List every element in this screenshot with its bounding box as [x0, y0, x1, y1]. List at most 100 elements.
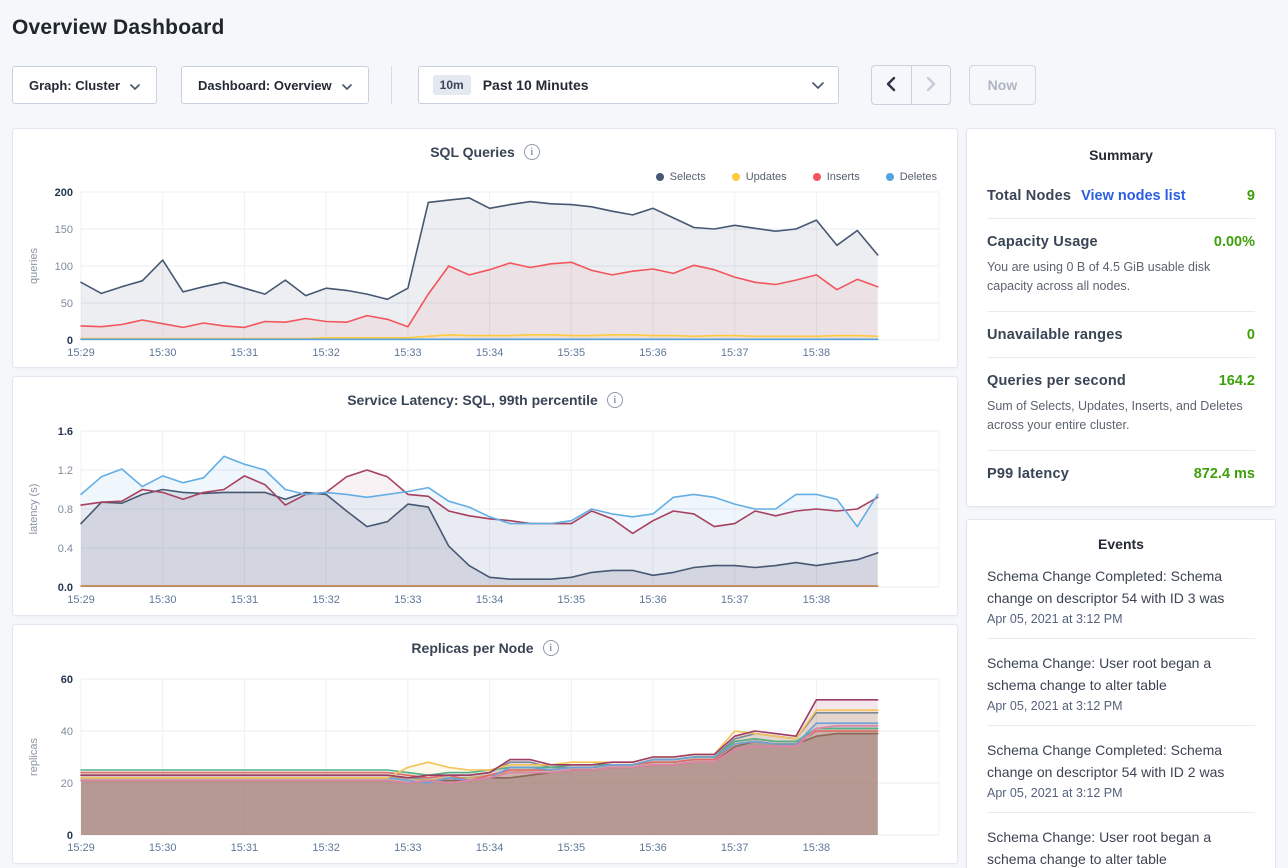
- svg-text:0.8: 0.8: [58, 504, 73, 516]
- sql-queries-chart-card: SQL Queries Selects Updates Inserts Deletes…: [12, 128, 958, 368]
- dashboard-dropdown[interactable]: Dashboard: Overview: [181, 66, 369, 104]
- svg-text:latency (s): latency (s): [28, 484, 40, 535]
- svg-text:15:38: 15:38: [803, 594, 831, 606]
- summary-label: Total Nodes: [987, 188, 1072, 204]
- previous-time-button[interactable]: [872, 66, 911, 104]
- svg-text:15:31: 15:31: [231, 594, 259, 606]
- svg-text:50: 50: [61, 298, 73, 310]
- svg-text:15:32: 15:32: [312, 842, 340, 854]
- svg-text:15:32: 15:32: [312, 347, 340, 359]
- svg-text:15:37: 15:37: [721, 594, 749, 606]
- svg-text:15:32: 15:32: [312, 594, 340, 606]
- svg-text:20: 20: [61, 778, 73, 790]
- summary-rows: Total Nodes View nodes list 9 Capacity U…: [987, 173, 1255, 496]
- summary-row-capacity-usage: Capacity Usage 0.00% You are using 0 B o…: [987, 219, 1255, 312]
- event-item[interactable]: Schema Change Completed: Schema change o…: [987, 552, 1255, 639]
- legend-item-deletes[interactable]: Deletes: [885, 170, 937, 184]
- chart-title: Replicas per Node: [411, 640, 534, 656]
- service-latency-chart[interactable]: 0.0 0.4 0.8 1.2 1.6 15:29 15:30 15:31 15:32 15:33…: [25, 425, 945, 609]
- now-button[interactable]: Now: [968, 65, 1037, 105]
- svg-text:15:36: 15:36: [639, 347, 667, 359]
- time-range-badge: 10m: [432, 75, 471, 95]
- events-panel: Events Schema Change Completed: Schema c…: [966, 518, 1276, 868]
- svg-text:40: 40: [61, 726, 73, 738]
- event-timestamp: Apr 05, 2021 at 3:12 PM: [987, 786, 1123, 801]
- svg-text:15:37: 15:37: [721, 347, 749, 359]
- svg-text:queries: queries: [28, 247, 40, 284]
- summary-label: Queries per second: [987, 372, 1126, 389]
- event-item[interactable]: Schema Change Completed: Schema change o…: [987, 726, 1255, 814]
- info-icon[interactable]: [542, 640, 559, 656]
- svg-text:15:33: 15:33: [394, 842, 422, 854]
- legend-dot: [812, 173, 821, 181]
- chevron-left-icon: [886, 76, 896, 95]
- svg-text:15:29: 15:29: [67, 594, 95, 606]
- chart-header: Service Latency: SQL, 99th percentile: [25, 391, 945, 409]
- event-text: Schema Change Completed: Schema change o…: [987, 567, 1225, 606]
- svg-text:200: 200: [55, 187, 73, 199]
- page-title: Overview Dashboard: [12, 16, 225, 39]
- svg-text:1.2: 1.2: [58, 465, 73, 477]
- svg-text:15:34: 15:34: [476, 842, 504, 854]
- svg-text:15:35: 15:35: [558, 347, 586, 359]
- chart-legend: Selects Updates Inserts Deletes: [25, 170, 937, 184]
- chart-header: Replicas per Node: [25, 639, 945, 657]
- svg-text:15:30: 15:30: [149, 347, 177, 359]
- legend-dot: [885, 173, 894, 181]
- time-range-select[interactable]: 10m Past 10 Minutes: [417, 66, 839, 104]
- svg-text:replicas: replicas: [28, 738, 40, 776]
- view-nodes-list-link[interactable]: View nodes list: [1081, 188, 1186, 204]
- event-timestamp: Apr 05, 2021 at 3:12 PM: [987, 611, 1123, 626]
- chart-title: SQL Queries: [430, 144, 515, 160]
- svg-text:1.6: 1.6: [58, 426, 73, 438]
- svg-text:15:33: 15:33: [394, 347, 422, 359]
- legend-item-selects[interactable]: Selects: [655, 170, 706, 184]
- svg-text:15:38: 15:38: [803, 842, 831, 854]
- event-item[interactable]: Schema Change: User root began a schema …: [987, 813, 1255, 868]
- svg-text:15:36: 15:36: [639, 842, 667, 854]
- side-column: Summary Total Nodes View nodes list 9 Ca…: [966, 128, 1276, 868]
- svg-text:15:35: 15:35: [558, 594, 586, 606]
- svg-text:60: 60: [61, 674, 73, 686]
- events-title: Events: [1098, 535, 1144, 552]
- toolbar-divider: [390, 66, 392, 104]
- time-range-label: Past 10 Minutes: [482, 77, 589, 93]
- chevron-down-icon: [811, 76, 824, 94]
- overview-dashboard-page: Overview Dashboard Graph: Cluster Dashbo…: [0, 14, 1288, 868]
- summary-description: Sum of Selects, Updates, Inserts, and De…: [987, 398, 1243, 433]
- svg-text:0: 0: [67, 830, 73, 842]
- svg-text:0.0: 0.0: [58, 582, 73, 594]
- svg-text:15:34: 15:34: [476, 594, 504, 606]
- svg-text:100: 100: [55, 261, 73, 273]
- legend-dot: [731, 173, 740, 181]
- svg-text:15:29: 15:29: [67, 842, 95, 854]
- svg-text:15:31: 15:31: [231, 347, 259, 359]
- graph-dropdown[interactable]: Graph: Cluster: [12, 66, 158, 104]
- event-item[interactable]: Schema Change: User root began a schema …: [987, 639, 1255, 726]
- legend-dot: [655, 173, 664, 181]
- svg-text:15:31: 15:31: [231, 842, 259, 854]
- svg-text:15:30: 15:30: [149, 594, 177, 606]
- next-time-button[interactable]: [910, 66, 950, 104]
- svg-text:15:29: 15:29: [67, 347, 95, 359]
- charts-column: SQL Queries Selects Updates Inserts Deletes…: [12, 128, 958, 868]
- svg-text:15:38: 15:38: [803, 347, 831, 359]
- event-text: Schema Change: User root began a schema …: [987, 829, 1212, 868]
- info-icon[interactable]: [523, 144, 540, 160]
- summary-value: 9: [1246, 188, 1255, 204]
- replicas-per-node-chart[interactable]: 0 20 40 60 15:29 15:30 15:31 15:32 15:33 15:34 15:…: [25, 673, 945, 857]
- summary-value: 0: [1246, 326, 1255, 343]
- legend-item-inserts[interactable]: Inserts: [812, 170, 860, 184]
- info-icon[interactable]: [606, 392, 623, 408]
- summary-value: 164.2: [1218, 372, 1255, 389]
- summary-row-p99-latency: P99 latency 872.4 ms: [987, 451, 1255, 496]
- legend-item-updates[interactable]: Updates: [731, 170, 787, 184]
- summary-label: Unavailable ranges: [987, 326, 1123, 343]
- chevron-down-icon: [341, 78, 352, 93]
- summary-label: P99 latency: [987, 465, 1069, 482]
- sql-queries-chart[interactable]: 0 50 100 150 200 15:29 15:30 15:31 15:32 15:33 15:…: [25, 186, 945, 362]
- svg-text:15:33: 15:33: [394, 594, 422, 606]
- chevron-right-icon: [926, 76, 936, 95]
- time-step-buttons: [870, 65, 951, 105]
- summary-panel: Summary Total Nodes View nodes list 9 Ca…: [966, 128, 1276, 507]
